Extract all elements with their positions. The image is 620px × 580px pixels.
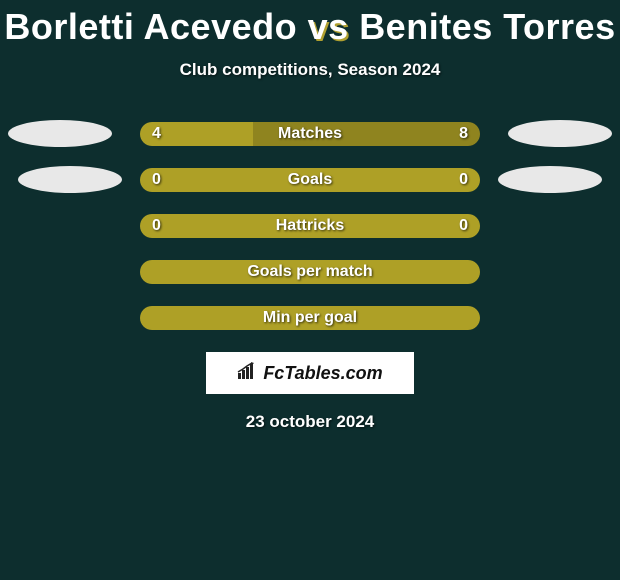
stat-row: Matches48 — [0, 122, 620, 146]
vs-text: vs — [308, 6, 349, 47]
left-value: 0 — [152, 214, 161, 238]
bar-right — [253, 122, 480, 146]
player1-oval — [8, 120, 112, 147]
bar-right — [310, 214, 480, 238]
comparison-title: Borletti Acevedo vs Benites Torres — [0, 0, 620, 48]
stat-row: Goals00 — [0, 168, 620, 192]
left-value: 0 — [152, 168, 161, 192]
bar-right — [310, 306, 480, 330]
player2-name: Benites Torres — [359, 6, 615, 47]
bar-container — [140, 306, 480, 330]
stat-row: Goals per match — [0, 260, 620, 284]
right-value: 0 — [459, 214, 468, 238]
bar-container — [140, 168, 480, 192]
bar-right — [310, 260, 480, 284]
date: 23 october 2024 — [0, 412, 620, 432]
bar-left — [140, 260, 310, 284]
right-value: 8 — [459, 122, 468, 146]
logo: FcTables.com — [237, 362, 382, 385]
player1-oval — [18, 166, 122, 193]
stat-rows: Matches48Goals00Hattricks00Goals per mat… — [0, 122, 620, 330]
player2-oval — [498, 166, 602, 193]
bar-left — [140, 214, 310, 238]
chart-icon — [237, 362, 259, 385]
bar-container — [140, 260, 480, 284]
subtitle: Club competitions, Season 2024 — [0, 60, 620, 80]
bar-container — [140, 122, 480, 146]
stat-row: Hattricks00 — [0, 214, 620, 238]
player2-oval — [508, 120, 612, 147]
bar-container — [140, 214, 480, 238]
logo-text: FcTables.com — [263, 363, 382, 384]
bar-left — [140, 306, 310, 330]
right-value: 0 — [459, 168, 468, 192]
stat-row: Min per goal — [0, 306, 620, 330]
bar-right — [310, 168, 480, 192]
bar-left — [140, 168, 310, 192]
left-value: 4 — [152, 122, 161, 146]
player1-name: Borletti Acevedo — [4, 6, 297, 47]
logo-box: FcTables.com — [206, 352, 414, 394]
